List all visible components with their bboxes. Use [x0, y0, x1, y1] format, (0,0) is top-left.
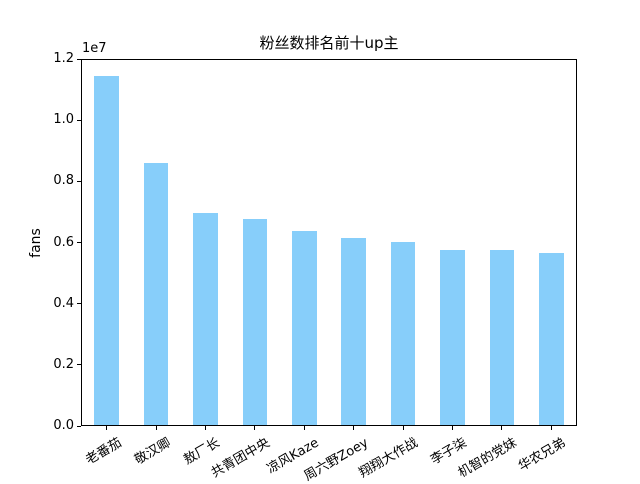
bar-3 — [193, 212, 218, 425]
y-tick-label: 1.0 — [53, 112, 74, 128]
x-tick-mark — [501, 426, 503, 430]
plot-area — [81, 59, 577, 426]
x-tick-label: 老番茄 — [82, 435, 125, 468]
x-tick-mark — [550, 426, 552, 430]
y-tick-label: 0.6 — [53, 234, 74, 250]
y-tick-label: 1.2 — [53, 51, 74, 66]
bar-6 — [341, 238, 367, 425]
y-tick-label: 0.0 — [53, 418, 74, 433]
x-tick-mark — [155, 426, 157, 430]
y-tick-mark — [77, 303, 81, 305]
x-tick-mark — [254, 426, 256, 430]
chart-title: 粉丝数排名前十up主 — [259, 34, 399, 52]
bar-4 — [242, 219, 268, 425]
bar-7 — [390, 241, 416, 425]
y-tick-mark — [77, 119, 81, 121]
y-tick-mark — [77, 58, 81, 60]
bar-10 — [538, 252, 564, 425]
y-tick-mark — [77, 242, 81, 243]
y-tick-label: 0.2 — [53, 356, 74, 372]
y-axis-multiplier-label: 1e7 — [82, 41, 107, 56]
bar-8 — [440, 249, 465, 425]
y-tick-mark — [77, 364, 81, 366]
y-tick-mark — [77, 180, 81, 182]
bar-1 — [94, 75, 120, 425]
y-tick-label: 0.8 — [53, 173, 74, 189]
y-tick-label: 0.4 — [53, 295, 74, 311]
x-tick-mark — [353, 426, 355, 430]
x-tick-label: 华农兄弟 — [516, 435, 569, 475]
x-tick-mark — [402, 426, 404, 430]
bar-2 — [143, 162, 169, 425]
y-tick-mark — [77, 425, 81, 427]
x-tick-mark — [106, 426, 108, 430]
x-tick-mark — [205, 426, 206, 430]
bar-5 — [291, 230, 317, 425]
x-tick-mark — [303, 426, 305, 430]
x-tick-label: 敬汉卿 — [132, 435, 174, 468]
x-tick-mark — [452, 426, 453, 430]
bar-9 — [489, 250, 515, 425]
